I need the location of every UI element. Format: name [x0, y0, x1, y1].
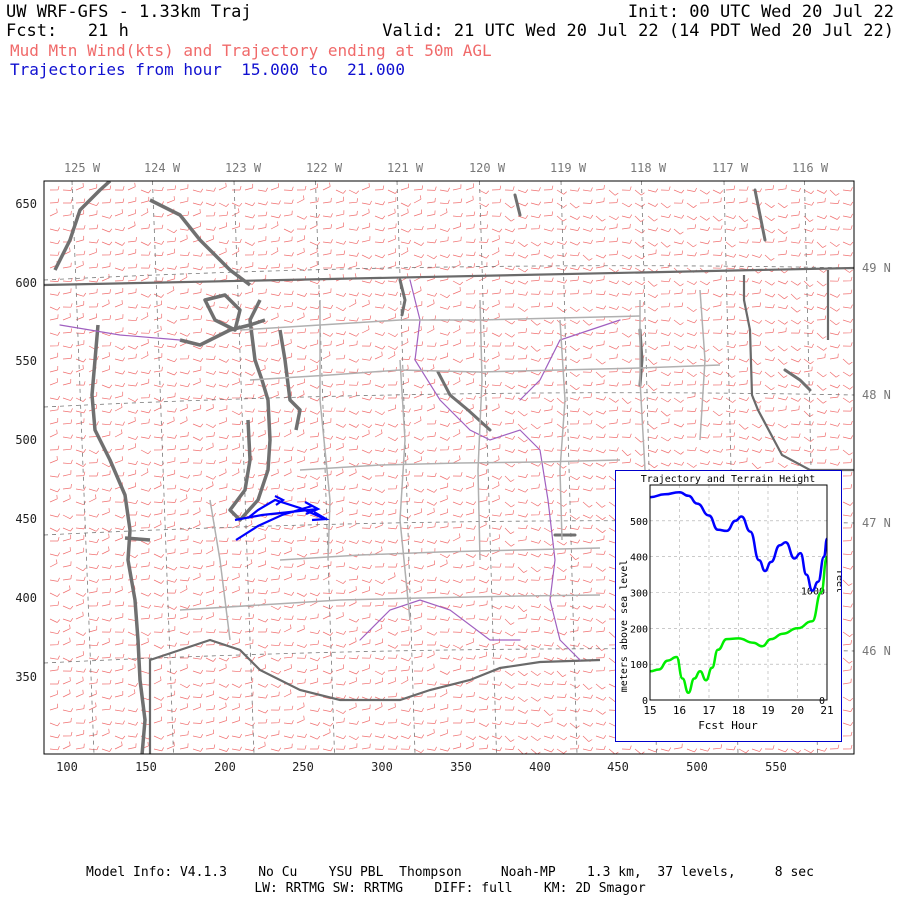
- map-x-tick: 200: [214, 760, 236, 774]
- map-y-tick: 450: [15, 512, 37, 526]
- longitude-label: 125 W: [64, 161, 101, 175]
- map-y-tick: 650: [15, 197, 37, 211]
- inset-plot-frame: [649, 484, 828, 701]
- inset-y-tick: 200: [630, 624, 648, 635]
- forecast-hour: Fcst: 21 h: [6, 21, 129, 41]
- map-x-tick: 400: [529, 760, 551, 774]
- longitude-label: 123 W: [225, 161, 262, 175]
- map-y-tick: 500: [15, 433, 37, 447]
- latitude-label: 47 N: [862, 516, 891, 530]
- trajectory-range: Trajectories from hour 15.000 to 21.000: [10, 60, 405, 79]
- map-y-tick: 400: [15, 591, 37, 605]
- map-y-tick: 600: [15, 276, 37, 290]
- inset-y-tick: 500: [630, 517, 648, 528]
- trajectory-height-chart: Trajectory and Terrain Height Fcst Hour …: [619, 474, 845, 732]
- inset-x-tick: 18: [732, 704, 745, 717]
- map-x-tick: 250: [292, 760, 314, 774]
- map-x-tick: 500: [686, 760, 708, 774]
- trajectory-height-line: [649, 490, 829, 592]
- inset-y-tick-right: 1000: [801, 587, 825, 598]
- longitude-label: 118 W: [630, 161, 667, 175]
- model-info-line1: Model Info: V4.1.3 No Cu YSU PBL Thompso…: [86, 865, 814, 880]
- inset-y-label-left: meters above sea level: [619, 560, 630, 692]
- map-x-tick: 550: [765, 760, 787, 774]
- trajectory-inset: Trajectory and Terrain Height Fcst Hour …: [615, 470, 845, 742]
- longitude-label: 116 W: [792, 161, 829, 175]
- political-boundaries: [44, 266, 854, 754]
- map-y-tick: 350: [15, 670, 37, 684]
- inset-x-tick: 16: [673, 704, 686, 717]
- map-x-tick: 150: [135, 760, 157, 774]
- map-x-tick: 450: [607, 760, 629, 774]
- terrain-height-line: [649, 555, 829, 695]
- longitude-label: 119 W: [550, 161, 587, 175]
- longitude-label: 117 W: [712, 161, 749, 175]
- latitude-label: 48 N: [862, 388, 891, 402]
- product-title: UW WRF-GFS - 1.33km Traj: [6, 2, 252, 22]
- inset-x-tick: 19: [761, 704, 774, 717]
- inset-title: Trajectory and Terrain Height: [641, 474, 816, 485]
- inset-x-tick: 17: [702, 704, 715, 717]
- longitude-label: 120 W: [469, 161, 506, 175]
- inset-y-tick: 300: [630, 589, 648, 600]
- inset-y-tick-right: 0: [819, 696, 825, 707]
- trajectory-path: [234, 495, 330, 541]
- valid-time: Valid: 21 UTC Wed 20 Jul 22 (14 PDT Wed …: [382, 21, 894, 41]
- inset-x-tick: 20: [791, 704, 804, 717]
- model-info-line2: LW: RRTMG SW: RRTMG DIFF: full KM: 2D Sm…: [254, 881, 646, 896]
- inset-x-label: Fcst Hour: [698, 719, 758, 732]
- longitude-label: 122 W: [306, 161, 343, 175]
- latitude-label: 49 N: [862, 261, 891, 275]
- longitude-label: 124 W: [144, 161, 181, 175]
- map-x-tick: 100: [56, 760, 78, 774]
- inset-x-tick: 21: [820, 704, 833, 717]
- map-y-tick: 550: [15, 354, 37, 368]
- inset-series: [649, 490, 829, 695]
- inset-y-label-right: feet: [834, 569, 841, 593]
- coastline: [53, 181, 302, 754]
- inset-y-tick: 0: [642, 696, 648, 707]
- map-axis-labels: 100 150 200 250 300 350 400 450 500 5503504004505…: [15, 161, 891, 774]
- latitude-label: 46 N: [862, 644, 891, 658]
- map-x-tick: 350: [450, 760, 472, 774]
- map-x-tick: 300: [371, 760, 393, 774]
- longitude-label: 121 W: [387, 161, 424, 175]
- init-time: Init: 00 UTC Wed 20 Jul 22: [627, 2, 894, 22]
- roads-and-counties: [179, 289, 721, 641]
- plot-subtitle: Mud Mtn Wind(kts) and Trajectory ending …: [10, 41, 492, 60]
- inset-y-tick: 400: [630, 553, 648, 564]
- inset-x-tick: 15: [643, 704, 656, 717]
- inset-y-tick: 100: [630, 660, 648, 671]
